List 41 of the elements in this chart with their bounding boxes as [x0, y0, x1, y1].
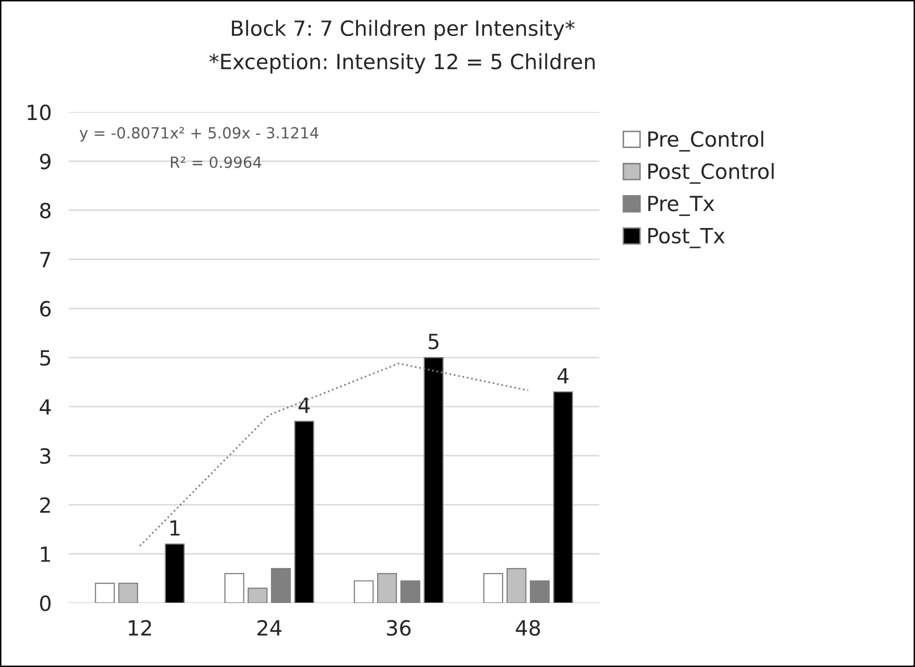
bar	[294, 420, 314, 603]
bar	[164, 544, 185, 603]
data-label: 1	[170, 520, 180, 536]
legend-label: Post_Control	[648, 163, 774, 184]
bar	[530, 580, 550, 603]
x-tick-label: 48	[516, 620, 540, 636]
y-tick-label: 1	[40, 546, 50, 562]
y-tick-label: 3	[40, 448, 50, 464]
bar	[553, 391, 574, 603]
bar	[483, 572, 504, 603]
bar	[118, 582, 138, 603]
y-tick-label: 5	[40, 350, 50, 366]
y-tick-label: 6	[40, 300, 51, 317]
bar	[94, 582, 115, 603]
bar	[270, 568, 291, 603]
bar	[506, 568, 526, 603]
y-tick-label: 7	[40, 252, 50, 268]
chart-subtitle: *Exception: Intensity 12 = 5 Children	[209, 53, 595, 74]
data-label: 5	[428, 334, 438, 350]
y-tick-label: 0	[40, 595, 51, 612]
y-tick-label: 4	[40, 399, 51, 415]
y-tick-label: 8	[40, 202, 51, 218]
y-tick-label: 10	[28, 104, 51, 120]
chart-title: Block 7: 7 Children per Intensity*	[232, 20, 575, 40]
legend-label: Pre_Tx	[648, 196, 714, 216]
data-label: 4	[298, 398, 310, 413]
data-label: 4	[557, 368, 569, 384]
legend-label: Post_Tx	[648, 228, 725, 248]
x-tick-label: 12	[128, 620, 151, 636]
annotation: R² = 0.9964	[170, 156, 262, 168]
y-tick-label: 2	[40, 497, 50, 513]
x-tick-label: 24	[258, 620, 282, 636]
bar	[224, 572, 244, 603]
bar	[354, 580, 374, 603]
bar	[400, 580, 420, 603]
annotation: y = -0.8071x² + 5.09x - 3.1214	[80, 127, 318, 142]
bar	[248, 588, 268, 603]
bar	[377, 572, 397, 603]
x-tick-label: 36	[387, 620, 411, 636]
legend-label: Pre_Control	[648, 130, 764, 152]
y-tick-label: 9	[40, 154, 50, 170]
